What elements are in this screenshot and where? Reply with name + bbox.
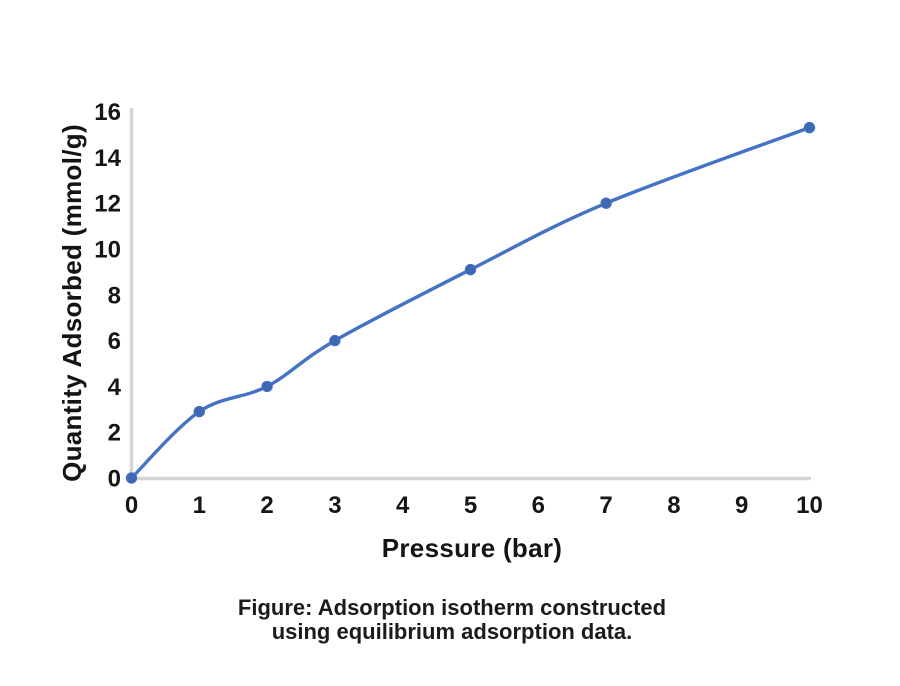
y-tick-label: 10 — [94, 237, 121, 264]
data-point-marker — [193, 405, 206, 418]
figure-caption-line1: Figure: Adsorption isotherm constructed — [237, 595, 667, 620]
x-tick-label: 1 — [193, 492, 206, 519]
data-point-marker — [125, 472, 138, 484]
x-tick-label: 9 — [735, 492, 748, 519]
x-tick-label: 3 — [328, 492, 341, 519]
data-point-marker — [600, 197, 612, 209]
data-point-marker — [464, 263, 477, 276]
x-tick-label: 8 — [667, 492, 680, 519]
y-axis-title: Quantity Adsorbed (mmol/g) — [57, 124, 87, 482]
y-tick-label: 4 — [108, 374, 122, 401]
data-point-marker — [329, 334, 341, 347]
x-tick-label: 2 — [260, 492, 273, 519]
x-tick-label: 0 — [125, 492, 138, 519]
isotherm-curve — [129, 125, 812, 480]
x-tick-label: 7 — [599, 492, 612, 519]
data-point-marker — [803, 121, 816, 134]
y-tick-label: 14 — [94, 145, 121, 172]
x-axis-title: Pressure (bar) — [381, 533, 563, 563]
y-tick-label: 12 — [94, 191, 121, 218]
y-tick-label: 16 — [94, 99, 121, 126]
x-tick-label: 6 — [532, 492, 545, 519]
y-tick-label: 6 — [108, 328, 121, 355]
x-tick-label: 4 — [396, 492, 410, 519]
y-tick-label: 8 — [108, 282, 121, 309]
y-tick-label: 2 — [108, 420, 121, 447]
data-point-marker — [261, 380, 273, 393]
y-tick-label: 0 — [108, 466, 121, 493]
figure-caption: Figure: Adsorption isotherm constructed … — [0, 596, 900, 644]
figure-caption-line2: using equilibrium adsorption data. — [271, 619, 633, 644]
x-tick-label: 5 — [464, 492, 477, 519]
x-tick-label: 10 — [796, 492, 823, 519]
